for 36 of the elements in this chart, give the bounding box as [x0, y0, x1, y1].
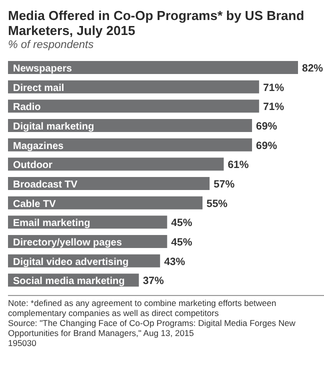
y-tick-label: Digital marketing — [13, 122, 94, 132]
y-tick-label: Directory/yellow pages — [13, 238, 122, 248]
data-label: 71% — [263, 82, 285, 94]
y-tick-label: Broadcast TV — [13, 180, 78, 190]
bar — [8, 196, 203, 210]
text: Note: *defined as any agreement to combine marketing efforts between complementary companies as well as direct competitors — [8, 298, 278, 318]
bar — [8, 158, 224, 171]
y-tick-label: Digital video advertising — [13, 256, 129, 268]
bar — [8, 138, 252, 152]
data-label: 43% — [164, 256, 186, 268]
bar — [8, 61, 298, 74]
data-label: 71% — [263, 101, 285, 114]
bar — [8, 177, 210, 190]
data-label: 45% — [171, 236, 193, 248]
data-label: 82% — [302, 62, 324, 74]
y-tick-label: Direct mail — [13, 82, 64, 94]
data-label: 37% — [142, 275, 165, 288]
y-tick-label: Magazines — [13, 140, 64, 152]
y-tick-label: Outdoor — [13, 160, 53, 172]
y-tick-label: Social media marketing — [13, 276, 125, 288]
source-note: Source: "The Changing Face of Co-Op Programs: Digital Media Forges New Opportunities for Brand Managers," Aug 13, 2015 — [8, 318, 296, 338]
data-label: 61% — [228, 159, 250, 172]
data-label: 69% — [256, 140, 278, 152]
chart-subtitle: % of respondents — [8, 39, 95, 51]
y-tick-label: Newspapers — [13, 64, 72, 74]
chart-title: Media Offered in Co-Op Programs* by US Brand Marketers, July 2015 — [8, 8, 306, 38]
y-tick-label: Cable TV — [13, 198, 56, 210]
data-label: 69% — [256, 120, 278, 132]
bar — [8, 100, 260, 113]
data-label: 57% — [214, 178, 236, 190]
y-tick-label: Radio — [13, 102, 41, 114]
bar — [8, 80, 260, 94]
data-label: 45% — [171, 217, 193, 230]
y-tick-label: Email marketing — [13, 218, 90, 230]
text: 195030 — [8, 338, 38, 348]
data-label: 55% — [206, 198, 228, 210]
